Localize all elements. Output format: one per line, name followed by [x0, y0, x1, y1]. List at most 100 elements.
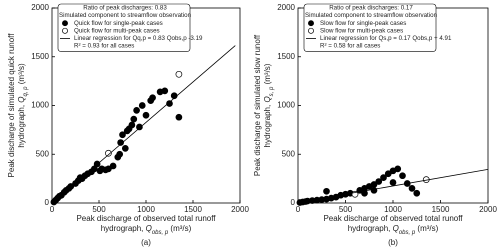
axis-label-line: hydrograph, Qobs, p (m³/s) — [101, 224, 192, 235]
axis-label-part: q, p — [23, 86, 29, 97]
point — [121, 145, 129, 152]
axis-label: Peak discharge of observed total runoffh… — [76, 214, 216, 235]
axis-label: Peak discharge of observed total runoffh… — [323, 214, 463, 235]
x-tick-label: 500 — [339, 205, 353, 214]
axis-label-part: hydrograph, — [17, 103, 26, 148]
y-tick-label: 1500 — [31, 52, 49, 61]
axis-label-part: Q — [17, 96, 26, 102]
point — [413, 189, 421, 197]
regression-line — [297, 168, 489, 203]
legend-note: R² = 0.93 for all cases — [74, 43, 134, 50]
x-tick-label: 1000 — [137, 205, 155, 214]
legend: Ratio of peak discharges: 0.83Simulated … — [57, 3, 203, 52]
point — [142, 111, 150, 119]
axis-label-part: Q — [263, 96, 272, 102]
point — [130, 115, 138, 123]
legend-marker — [62, 20, 68, 27]
axis-label-line: Peak discharge of simulated slow runoff — [253, 34, 262, 176]
axis-label-part: hydrograph, — [348, 224, 393, 233]
point — [119, 131, 126, 139]
legend-title: Simulated component to streamflow observ… — [305, 12, 438, 19]
axis-label-line: Peak discharge of observed total runoff — [323, 214, 463, 223]
point — [389, 179, 397, 186]
point — [175, 70, 183, 78]
legend-label: Quick flow for single-peak cases — [74, 20, 163, 27]
point — [109, 162, 117, 170]
legend: Ratio of peak discharges: 0.17Simulated … — [303, 3, 452, 52]
point — [136, 123, 143, 131]
point — [394, 165, 402, 173]
legend-label: Linear regression for Qq,p = 0.83 Qobs,p… — [74, 35, 203, 42]
y-tick-label: 2000 — [31, 3, 49, 12]
panel: 0 500 1000 1500 2000 0 500 1000 1500 2000 Peak dis… — [7, 3, 249, 247]
point — [384, 170, 392, 178]
point — [370, 186, 378, 194]
point — [361, 189, 368, 197]
x-tick-label: 1000 — [384, 205, 402, 214]
axis-label-part: obs, p — [152, 230, 169, 236]
panel: 0 500 1000 1500 2000 0 500 1000 1500 2000 Peak dis… — [253, 3, 497, 247]
x-tick-label: 2000 — [479, 205, 497, 214]
legend-marker — [308, 20, 314, 27]
axis-label: Peak discharge of simulated slow runoff h… — [253, 34, 274, 176]
caption: (a) — [141, 238, 151, 247]
axis-label-line: hydrograph, Qq, p (m³/s) — [17, 63, 28, 148]
point — [323, 187, 330, 195]
legend-note: R² = 0.58 for all cases — [320, 43, 380, 50]
point — [380, 174, 387, 181]
axis-label-line: Peak discharge of observed total runoff — [76, 214, 216, 223]
legend-marker — [62, 27, 68, 34]
x-tick-label: 1500 — [432, 205, 450, 214]
point — [166, 100, 173, 107]
axis-label-line: Peak discharge of simulated quick runoff — [7, 33, 16, 178]
y-tick-label: 500 — [36, 149, 50, 158]
point — [138, 102, 146, 109]
y-tick-label: 0 — [291, 198, 296, 207]
point — [116, 150, 124, 158]
axis-label-part: (m³/s) — [263, 63, 272, 86]
axis-label-part: Q — [393, 224, 399, 233]
axis-label-line: hydrograph, Qs, p (m³/s) — [263, 63, 274, 147]
x-tick-label: 0 — [296, 205, 301, 214]
y-tick-label: 0 — [45, 198, 50, 207]
y-tick-label: 1500 — [277, 52, 295, 61]
y-tick-label: 1000 — [31, 101, 49, 110]
legend-label: Linear regression for Qs,p = 0.17 Qobs,p… — [320, 35, 452, 42]
x-tick-label: 500 — [92, 205, 106, 214]
axis-label-part: hydrograph, — [101, 224, 146, 233]
axis-label-part: (m³/s) — [17, 63, 26, 86]
axis-label-part: obs, p — [399, 230, 416, 236]
y-tick-label: 2000 — [277, 3, 295, 12]
point — [375, 178, 383, 185]
caption: (b) — [388, 238, 398, 247]
x-tick-label: 1500 — [184, 205, 202, 214]
x-tick-label: 0 — [50, 205, 55, 214]
point — [105, 165, 112, 173]
legend-box — [57, 3, 191, 52]
legend-label: Quick flow for multi-peak cases — [74, 27, 160, 34]
axis-label-part: hydrograph, — [263, 103, 272, 148]
regression-line — [51, 45, 236, 204]
axis-label-part: s, p — [269, 86, 275, 96]
y-tick-label: 1000 — [277, 101, 295, 110]
legend-label: Slow flow for single-peak cases — [320, 20, 406, 27]
point — [175, 113, 183, 121]
y-tick-label: 500 — [282, 149, 296, 158]
point — [105, 149, 112, 157]
point — [133, 107, 140, 114]
x-tick-label: 2000 — [231, 205, 249, 214]
legend-title: Simulated component to streamflow observ… — [59, 12, 192, 19]
point — [161, 87, 169, 95]
axis-label-line: hydrograph, Qobs, p (m³/s) — [348, 224, 439, 235]
legend-box — [303, 3, 437, 52]
legend-title: Ratio of peak discharges: 0.83 — [83, 5, 167, 12]
point — [408, 185, 416, 192]
axis-label-part: (m³/s) — [415, 224, 438, 233]
legend-marker — [308, 27, 314, 34]
point — [117, 139, 124, 146]
axis-label: Peak discharge of simulated quick runoff… — [7, 33, 28, 178]
point — [149, 94, 156, 102]
legend-title: Ratio of peak discharges: 0.17 — [329, 5, 413, 12]
point — [128, 121, 136, 129]
